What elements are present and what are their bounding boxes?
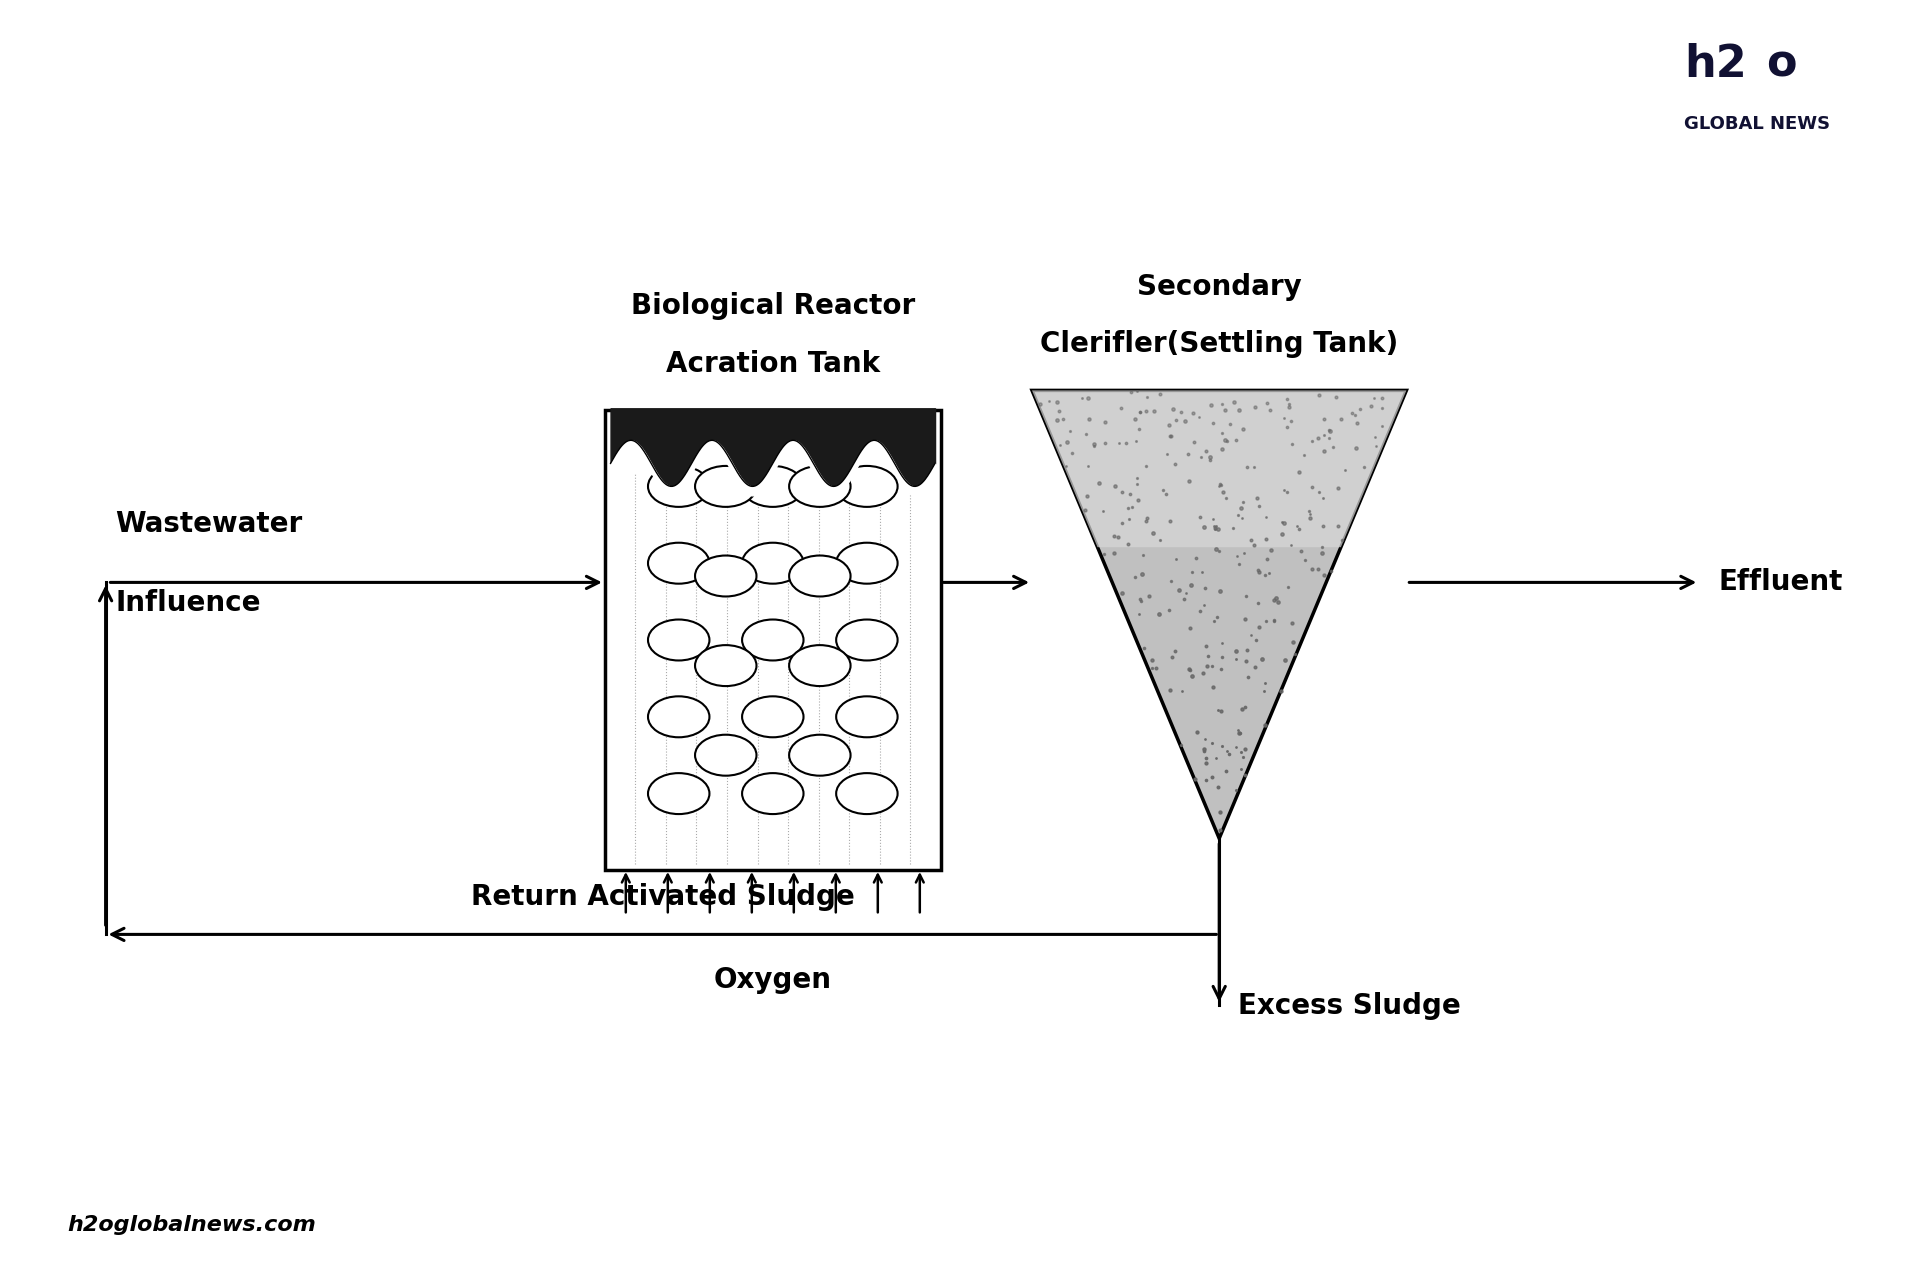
Polygon shape	[1033, 390, 1405, 838]
Circle shape	[647, 543, 708, 584]
Circle shape	[647, 620, 708, 660]
Circle shape	[695, 556, 756, 596]
Text: Biological Reactor: Biological Reactor	[630, 292, 916, 320]
Circle shape	[789, 735, 851, 776]
Text: h2: h2	[1684, 42, 1747, 86]
Polygon shape	[1033, 390, 1405, 548]
Text: Secondary: Secondary	[1137, 273, 1302, 301]
Text: Acration Tank: Acration Tank	[666, 349, 879, 378]
Text: Excess Sludge: Excess Sludge	[1238, 992, 1461, 1020]
Text: GLOBAL NEWS: GLOBAL NEWS	[1684, 115, 1830, 133]
Circle shape	[647, 696, 708, 737]
Circle shape	[835, 543, 899, 584]
Circle shape	[835, 773, 899, 814]
Circle shape	[741, 620, 803, 660]
Circle shape	[695, 645, 756, 686]
Circle shape	[789, 556, 851, 596]
Circle shape	[835, 466, 899, 507]
Text: Oxygen: Oxygen	[714, 966, 831, 995]
Circle shape	[695, 735, 756, 776]
Text: Return Activated Sludge: Return Activated Sludge	[470, 883, 854, 911]
Circle shape	[789, 466, 851, 507]
Text: Wastewater: Wastewater	[115, 509, 303, 538]
Circle shape	[835, 696, 899, 737]
Circle shape	[741, 543, 803, 584]
Circle shape	[741, 696, 803, 737]
Text: Clerifler(Settling Tank): Clerifler(Settling Tank)	[1041, 330, 1398, 358]
Text: Influence: Influence	[115, 589, 261, 617]
Text: h2oglobalnews.com: h2oglobalnews.com	[67, 1215, 317, 1235]
Bar	[605, 410, 941, 870]
Circle shape	[647, 466, 708, 507]
Circle shape	[789, 645, 851, 686]
Circle shape	[741, 466, 803, 507]
Circle shape	[647, 773, 708, 814]
Circle shape	[741, 773, 803, 814]
Circle shape	[695, 466, 756, 507]
Circle shape	[835, 620, 899, 660]
Text: o: o	[1766, 42, 1797, 86]
Text: Effluent: Effluent	[1718, 568, 1843, 596]
